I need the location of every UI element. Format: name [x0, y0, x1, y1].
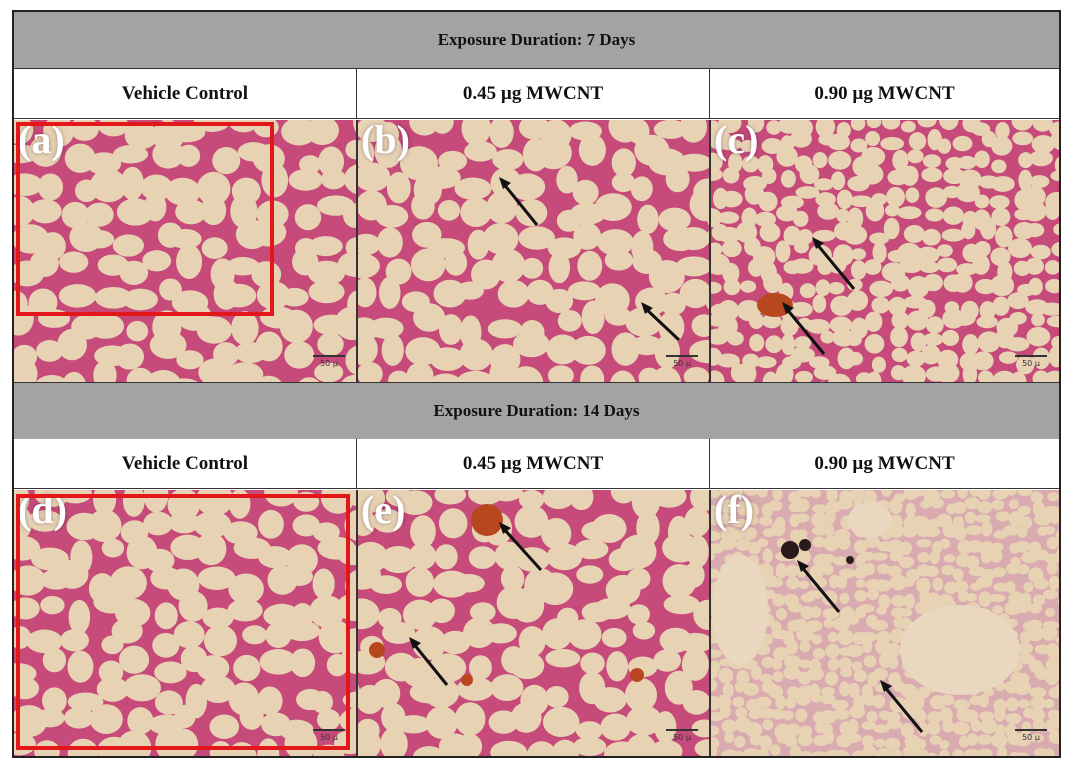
scale-bar-e: 50 µ	[666, 729, 698, 742]
arrow-icon	[880, 680, 924, 733]
scale-bar-a: 50 µ	[313, 355, 345, 368]
arrow-icon	[499, 177, 539, 226]
arrow-icon	[812, 237, 856, 290]
row2-header-text-3: 0.90 µg MWCNT	[814, 452, 955, 474]
row2-banner-text: Exposure Duration: 14 Days	[433, 401, 640, 420]
scale-bar-b: 50 µ	[666, 355, 698, 368]
highlight-box-a	[16, 122, 274, 316]
scale-text-b: 50 µ	[673, 359, 691, 368]
divider	[356, 120, 358, 382]
row1-header-090: 0.90 µg MWCNT	[710, 69, 1059, 119]
scale-text-d: 50 µ	[320, 733, 338, 742]
scale-text-a: 50 µ	[320, 359, 338, 368]
panel-label-a: (a)	[18, 120, 65, 162]
arrow-icon	[641, 302, 681, 342]
panel-label-f: (f)	[714, 490, 754, 532]
panel-d: (d) 50 µ	[14, 490, 357, 756]
panel-label-b: (b)	[361, 120, 410, 162]
divider	[709, 120, 711, 382]
arrow-icon	[782, 302, 826, 355]
scale-bar-d: 50 µ	[313, 729, 345, 742]
divider	[356, 490, 358, 756]
histology-image-d	[14, 490, 357, 756]
row1-banner: Exposure Duration: 7 Days	[14, 12, 1059, 69]
panel-e: (e) 50 µ	[357, 490, 710, 756]
row1-header-text-3: 0.90 µg MWCNT	[814, 82, 955, 104]
scale-text-c: 50 µ	[1022, 359, 1040, 368]
row2-header-045: 0.45 µg MWCNT	[357, 439, 710, 489]
scale-bar-c: 50 µ	[1015, 355, 1047, 368]
figure-grid: Exposure Duration: 7 Days Vehicle Contro…	[12, 10, 1061, 758]
arrow-icon	[797, 560, 841, 613]
row1-header-vehicle-control: Vehicle Control	[14, 69, 357, 119]
row1-banner-text: Exposure Duration: 7 Days	[437, 30, 636, 49]
row2-header-vehicle-control: Vehicle Control	[14, 439, 357, 489]
highlight-box-d	[16, 494, 350, 750]
scale-text-f: 50 µ	[1022, 733, 1040, 742]
arrow-icon	[409, 637, 449, 686]
row1-header-text-2: 0.45 µg MWCNT	[462, 82, 604, 104]
row1-header-045: 0.45 µg MWCNT	[357, 69, 710, 119]
row1-header-text-1: Vehicle Control	[121, 82, 249, 104]
row2-header-text-1: Vehicle Control	[121, 452, 249, 474]
scale-bar-f: 50 µ	[1015, 729, 1047, 742]
histology-image-e	[357, 490, 710, 756]
panel-label-c: (c)	[714, 120, 759, 162]
panel-label-e: (e)	[361, 490, 406, 532]
panel-a: (a) 50 µ	[14, 120, 357, 382]
scale-text-e: 50 µ	[673, 733, 691, 742]
panel-b: (b) 50 µ	[357, 120, 710, 382]
arrow-icon	[499, 522, 543, 572]
histology-image-b	[357, 120, 710, 382]
divider	[709, 490, 711, 756]
panel-c: (c) 50 µ	[710, 120, 1059, 382]
histology-image-c	[710, 120, 1059, 382]
row2-banner: Exposure Duration: 14 Days	[14, 382, 1059, 440]
histology-image-f	[710, 490, 1059, 756]
row2-header-text-2: 0.45 µg MWCNT	[462, 452, 604, 474]
row2-header-090: 0.90 µg MWCNT	[710, 439, 1059, 489]
panel-f: (f) 50 µ	[710, 490, 1059, 756]
